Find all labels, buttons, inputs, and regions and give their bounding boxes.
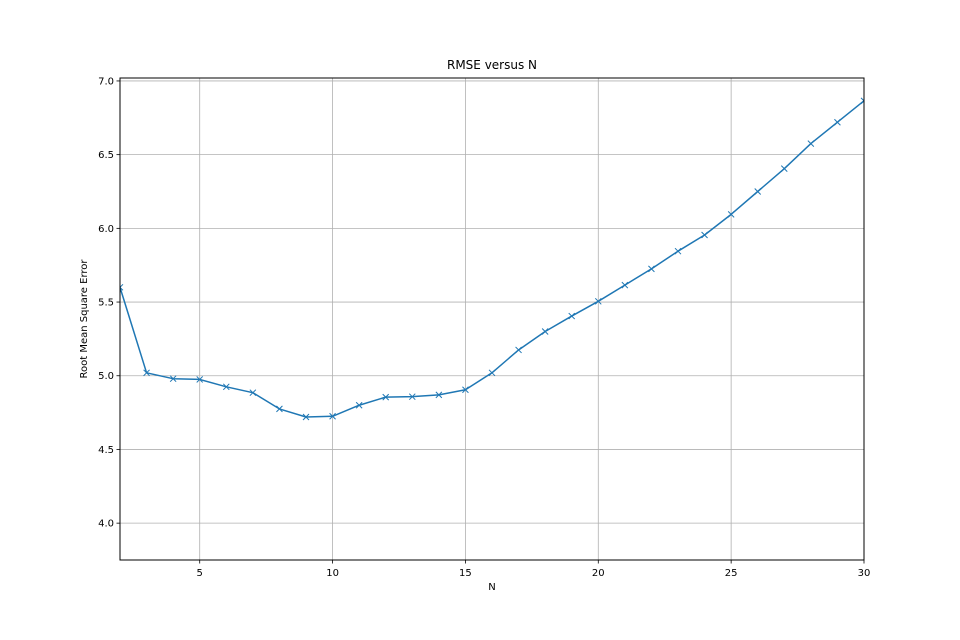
data-point-marker [674, 247, 682, 255]
y-tick-label: 5.5 [98, 298, 114, 309]
x-tick-label: 25 [725, 568, 738, 579]
data-point-marker [727, 210, 735, 218]
data-point-marker [382, 393, 390, 401]
x-tick-label: 30 [858, 568, 871, 579]
y-tick-label: 6.5 [98, 150, 114, 161]
axis-ticks: 5 10 15 20 25 30 4.0 4.5 5.0 5.5 6.0 6.5 7.0 [98, 76, 870, 579]
data-point-marker [807, 140, 815, 147]
data-point-marker [701, 231, 708, 239]
x-tick-label: 15 [459, 568, 472, 579]
data-point-marker [408, 393, 416, 401]
data-point-marker [222, 383, 230, 391]
x-tick-label: 5 [197, 568, 203, 579]
data-point-marker [488, 369, 496, 377]
data-point-marker [834, 118, 841, 126]
data-point-marker [169, 375, 177, 383]
data-point-marker [568, 312, 576, 320]
data-point-marker [462, 386, 469, 394]
data-point-marker [435, 391, 443, 399]
data-point-marker [196, 376, 204, 383]
data-point-marker [754, 188, 762, 195]
axes-frame [119, 77, 865, 561]
data-point-marker [329, 412, 336, 420]
y-tick-label: 6.0 [98, 224, 114, 235]
plot-area [120, 97, 864, 421]
data-point-marker [594, 297, 602, 305]
data-point-marker [120, 283, 124, 291]
y-tick-label: 4.0 [98, 519, 114, 530]
data-point-marker [276, 405, 283, 413]
data-point-marker [302, 413, 310, 421]
y-tick-label: 5.0 [98, 371, 114, 382]
y-axis-label: Root Mean Square Error [79, 259, 90, 379]
x-tick-label: 10 [326, 568, 339, 579]
data-point-marker [860, 97, 864, 105]
data-point-marker [143, 369, 150, 377]
data-point-marker [621, 281, 629, 289]
data-point-marker [541, 328, 549, 335]
y-tick-label: 4.5 [98, 445, 114, 456]
data-point-marker [515, 346, 522, 354]
data-point-marker [780, 165, 788, 173]
data-point-marker [648, 265, 655, 273]
x-tick-label: 20 [592, 568, 605, 579]
data-point-marker [355, 401, 363, 409]
data-point-marker [249, 389, 257, 397]
chart-title: RMSE versus N [447, 58, 537, 72]
y-tick-label: 7.0 [98, 76, 114, 87]
x-axis-label: N [488, 582, 495, 593]
